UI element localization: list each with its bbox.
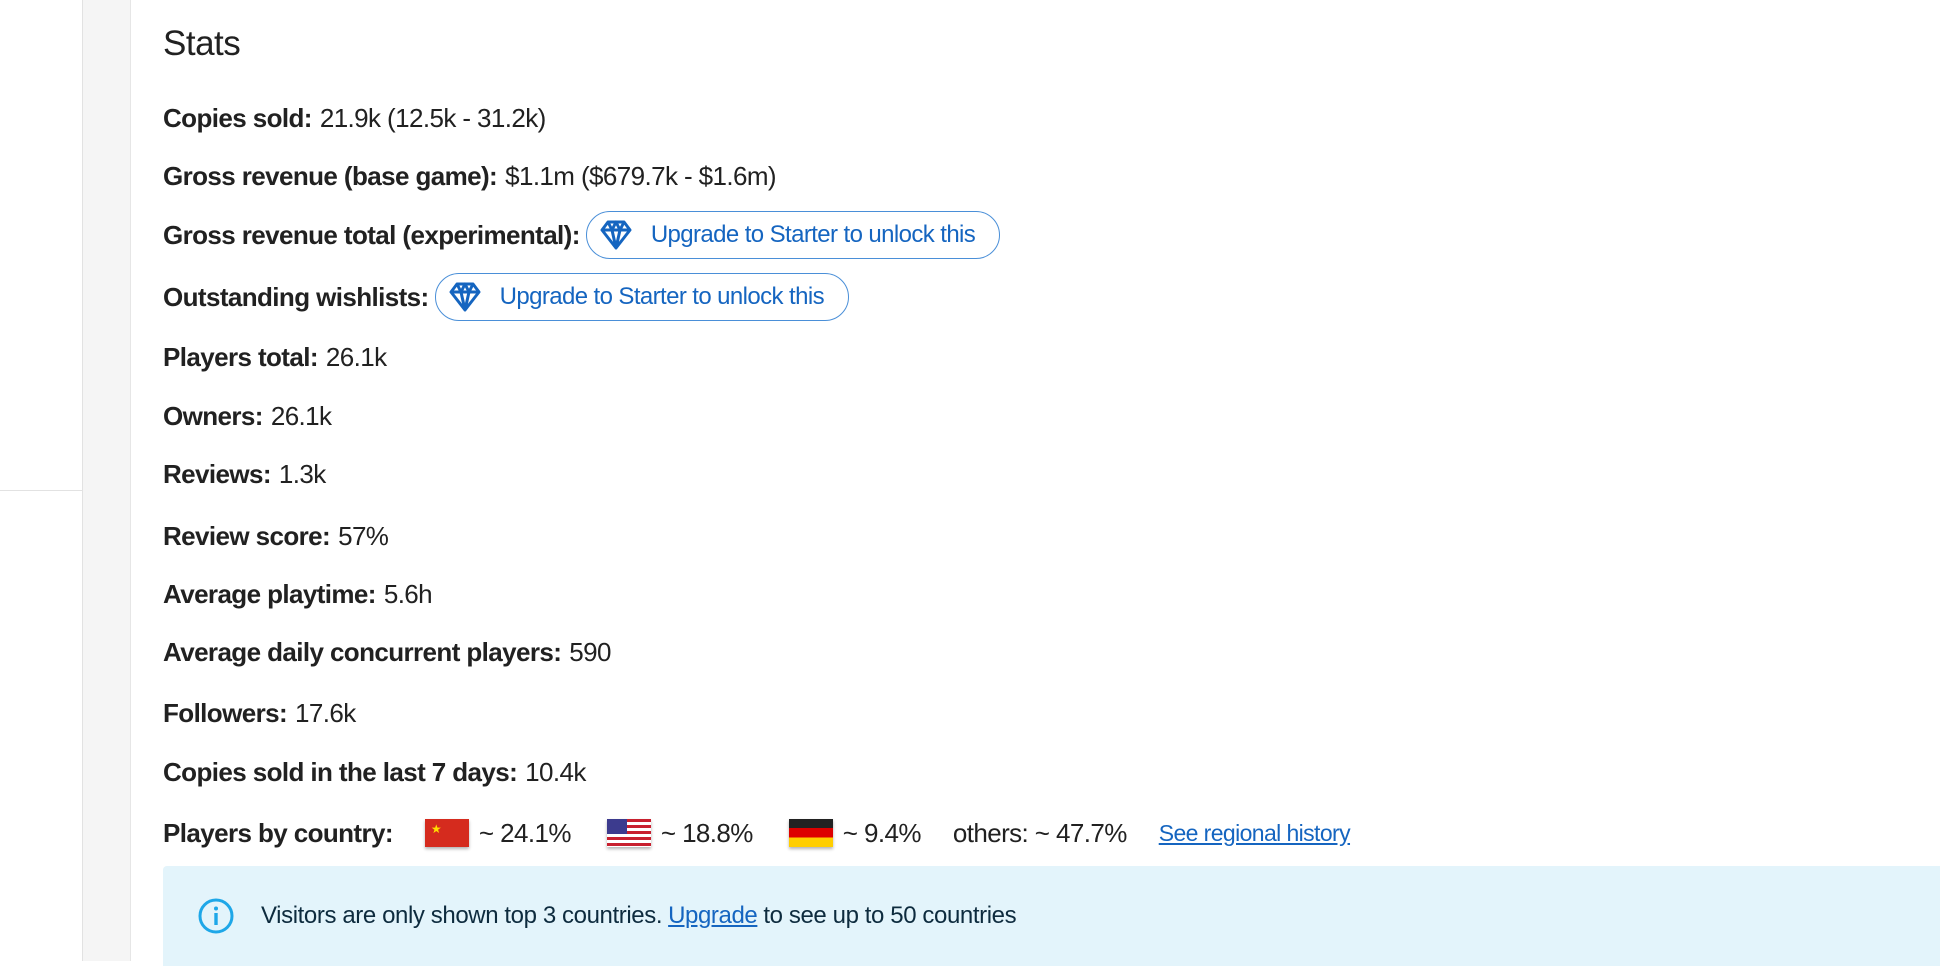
notice-text: to see up to 50 countries — [763, 902, 1017, 929]
stat-players-total: Players total: 26.1k — [163, 333, 387, 381]
stat-value: 26.1k — [270, 400, 332, 431]
stat-owners: Owners: 26.1k — [163, 392, 332, 440]
others-percent: others: ~ 47.7% — [952, 817, 1127, 848]
section-title: Stats — [163, 24, 241, 63]
players-by-country: Players by country: ★ ~ 24.1% ~ 18.8% ~ … — [163, 809, 1351, 857]
stat-value: 590 — [569, 636, 611, 667]
divider — [0, 490, 82, 491]
stat-label: Players by country: — [163, 817, 394, 848]
stat-outstanding-wishlists: Outstanding wishlists: Upgrade to Starte… — [163, 273, 849, 321]
stat-label: Average playtime: — [163, 578, 376, 609]
stat-review-score: Review score: 57% — [163, 512, 389, 560]
stat-value: 26.1k — [325, 341, 387, 372]
upgrade-notice: Visitors are only shown top 3 countries.… — [163, 866, 1940, 966]
stat-label: Owners: — [163, 400, 263, 431]
stat-label: Gross revenue total (experimental): — [163, 219, 580, 250]
upgrade-button-label: Upgrade to Starter to unlock this — [650, 221, 976, 248]
country-percent: ~ 24.1% — [478, 817, 572, 848]
stat-label: Followers: — [163, 697, 288, 728]
diamond-icon — [449, 282, 481, 312]
info-icon — [198, 898, 234, 934]
country-percent: ~ 9.4% — [842, 817, 922, 848]
gutter — [83, 0, 131, 961]
stat-reviews: Reviews: 1.3k — [163, 450, 326, 498]
notice-text: Visitors are only shown top 3 countries. — [261, 902, 663, 929]
stat-value: 57% — [338, 520, 389, 551]
germany-flag-icon — [788, 819, 833, 847]
upgrade-button[interactable]: Upgrade to Starter to unlock this — [434, 273, 849, 321]
left-sidebar — [0, 0, 83, 961]
stat-copies-sold: Copies sold: 21.9k (12.5k - 31.2k) — [163, 94, 546, 142]
diamond-icon — [600, 220, 632, 250]
stat-gross-revenue: Gross revenue (base game): $1.1m ($679.7k… — [163, 152, 777, 200]
stat-average-playtime: Average playtime: 5.6h — [163, 570, 433, 618]
upgrade-link[interactable]: Upgrade — [668, 902, 758, 929]
stat-followers: Followers: 17.6k — [163, 689, 356, 737]
stat-label: Outstanding wishlists: — [163, 281, 429, 312]
upgrade-button-label: Upgrade to Starter to unlock this — [499, 283, 825, 310]
stat-value: 21.9k (12.5k - 31.2k) — [319, 102, 546, 133]
stat-label: Average daily concurrent players: — [163, 636, 562, 667]
stat-copies-last-7-days: Copies sold in the last 7 days: 10.4k — [163, 748, 586, 796]
stat-gross-revenue-total: Gross revenue total (experimental): Upgr… — [163, 211, 1001, 259]
stat-concurrent-players: Average daily concurrent players: 590 — [163, 628, 611, 676]
stat-label: Gross revenue (base game): — [163, 160, 498, 191]
stat-value: 17.6k — [295, 697, 356, 728]
stat-value: 1.3k — [278, 458, 326, 489]
country-percent: ~ 18.8% — [660, 817, 754, 848]
stat-label: Players total: — [163, 341, 318, 372]
see-regional-history-link[interactable]: See regional history — [1158, 819, 1351, 846]
stat-label: Copies sold in the last 7 days: — [163, 756, 518, 787]
usa-flag-icon — [606, 819, 651, 847]
stat-value: 10.4k — [525, 756, 586, 787]
stat-label: Review score: — [163, 520, 331, 551]
stat-label: Copies sold: — [163, 102, 312, 133]
upgrade-button[interactable]: Upgrade to Starter to unlock this — [585, 211, 1001, 259]
china-flag-icon: ★ — [424, 819, 469, 847]
stat-value: 5.6h — [383, 578, 433, 609]
stat-value: $1.1m ($679.7k - $1.6m) — [505, 160, 777, 191]
stat-label: Reviews: — [163, 458, 272, 489]
